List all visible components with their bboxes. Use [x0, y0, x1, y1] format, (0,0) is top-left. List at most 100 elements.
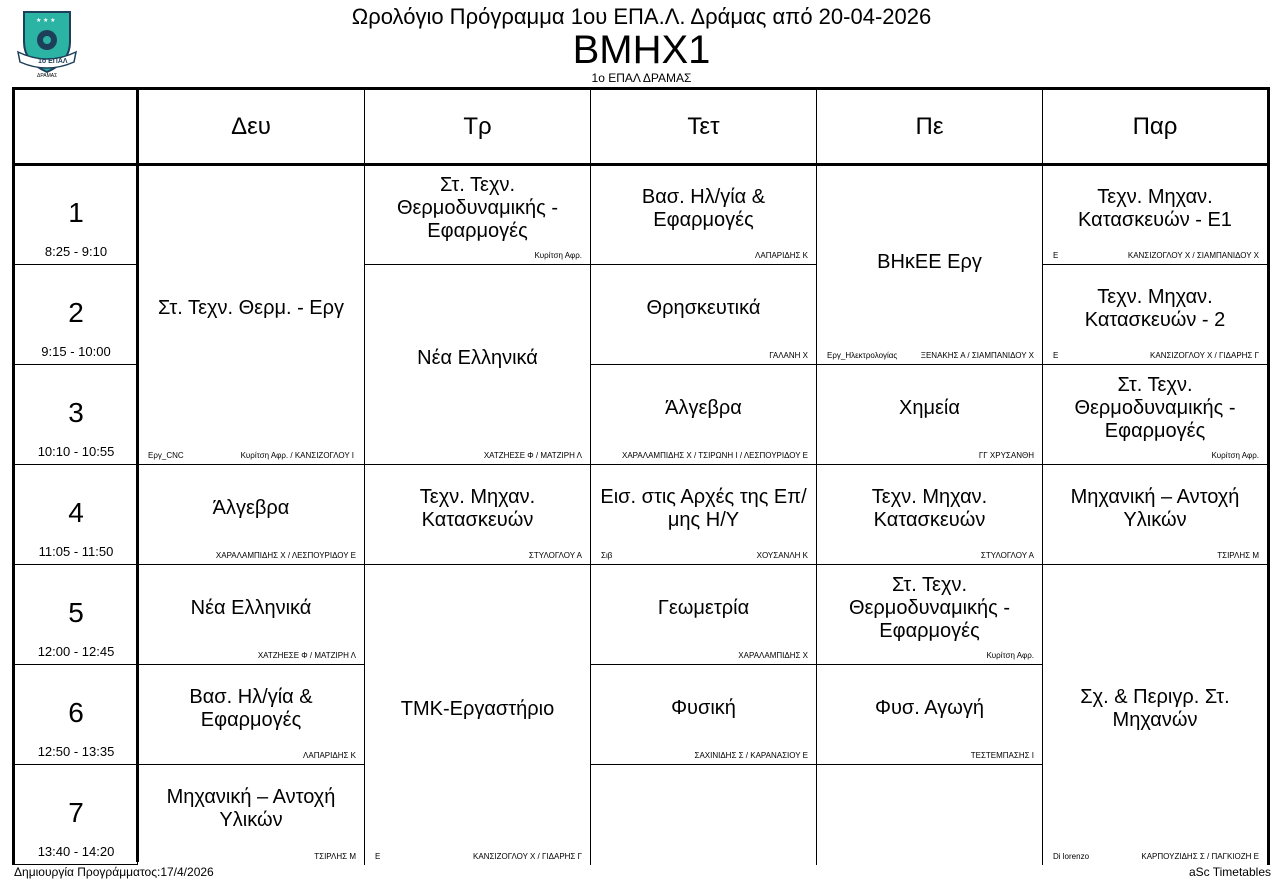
lesson-card[interactable]: Άλγεβρα ΧΑΡΑΛΑΜΠΙΔΗΣ Χ / ΛΕΣΠΟΥΡΙΔΟΥ Ε — [138, 465, 365, 565]
lesson-subject: Άλγεβρα — [212, 497, 290, 519]
lesson-room: Ε — [375, 852, 381, 861]
lesson-teacher: ΓΑΛΑΝΗ Χ — [769, 351, 808, 360]
lesson-room: Εργ_CNC — [148, 451, 184, 460]
lesson-subject: Βασ. Ηλ/γία & Εφαρμογές — [189, 685, 313, 731]
corner-cell — [15, 90, 138, 165]
period-number: 7 — [68, 797, 84, 828]
lesson-card[interactable]: Τεχν. Μηχαν. Κατασκευών ΣΤΥΛΟΓΛΟΥ Α — [365, 465, 591, 565]
lesson-card[interactable]: Μηχανική – Αντοχή Υλικών ΤΣΙΡΛΗΣ Μ — [138, 765, 365, 865]
period-cell: 1 8:25 - 9:10 — [15, 165, 138, 265]
lesson-card[interactable]: Άλγεβρα ΧΑΡΑΛΑΜΠΙΔΗΣ Χ / ΤΣΙΡΩΝΗ Ι / ΛΕΣΠ… — [591, 365, 817, 465]
day-header: Τετ — [591, 90, 817, 165]
day-header: Παρ — [1043, 90, 1267, 165]
lesson-teacher: ΧΑΤΖΗΕΣΕ Φ / ΜΑΤΖΙΡΗ Λ — [483, 451, 582, 460]
lesson-card[interactable]: Στ. Τεχν. Θερμοδυναμικής - Εφαρμογές Κυρί… — [365, 165, 591, 265]
lesson-card — [591, 765, 817, 865]
lesson-teacher: Κυρίτση Αφρ. — [534, 251, 582, 260]
svg-text:★ ★ ★: ★ ★ ★ — [36, 17, 55, 24]
lesson-teacher: Κυρίτση Αφρ. / ΚΑΝΣΙΖΟΓΛΟΥ Ι — [240, 451, 354, 460]
school-logo: ★ ★ ★ 1ο ΕΠΑΛ ΔΡΑΜΑΣ — [16, 11, 78, 78]
svg-text:ΔΡΑΜΑΣ: ΔΡΑΜΑΣ — [37, 73, 57, 78]
lesson-teacher: ΧΟΥΣΑΝΛΗ Κ — [756, 551, 808, 560]
header-divider-vertical — [136, 90, 139, 862]
lesson-teacher: ΚΑΝΣΙΖΟΓΛΟΥ Χ / ΓΙΔΑΡΗΣ Γ — [1150, 351, 1259, 360]
period-number: 3 — [68, 397, 84, 428]
lesson-card[interactable]: Νέα Ελληνικά ΧΑΤΖΗΕΣΕ Φ / ΜΑΤΖΙΡΗ Λ — [365, 265, 591, 465]
class-name: BMHX1 — [572, 28, 711, 72]
period-time: 11:05 - 11:50 — [38, 544, 114, 559]
lesson-subject: Μηχανική – Αντοχή Υλικών — [1070, 485, 1240, 531]
lesson-subject: Στ. Τεχν. Θερμοδυναμικής - Εφαρμογές — [396, 174, 559, 242]
period-time: 12:00 - 12:45 — [37, 644, 115, 659]
period-time: 10:10 - 10:55 — [37, 444, 115, 459]
lesson-subject: Φυσ. Αγωγή — [875, 697, 984, 719]
period-time: 8:25 - 9:10 — [44, 244, 108, 259]
lesson-subject: Άλγεβρα — [665, 397, 742, 419]
lesson-card[interactable]: Γεωμετρία ΧΑΡΑΛΑΜΠΙΔΗΣ Χ — [591, 565, 817, 665]
period-number: 2 — [68, 297, 84, 328]
lesson-subject: Στ. Τεχν. Θερμ. - Εργ — [157, 297, 345, 319]
period-cell: 5 12:00 - 12:45 — [15, 565, 138, 665]
period-number: 5 — [68, 597, 84, 628]
lesson-subject: Τεχν. Μηχαν. Κατασκευών — [419, 485, 536, 531]
lesson-subject: Τεχν. Μηχαν. Κατασκευών — [871, 485, 988, 531]
lesson-subject: Βασ. Ηλ/γία & Εφαρμογές — [641, 185, 766, 231]
lesson-card[interactable]: ΤΜΚ-Εργαστήριο Ε ΚΑΝΣΙΖΟΓΛΟΥ Χ / ΓΙΔΑΡΗΣ Γ — [365, 565, 591, 865]
lesson-card[interactable]: Τεχν. Μηχαν. Κατασκευών - 2 Ε ΚΑΝΣΙΖΟΓΛΟΥ … — [1043, 265, 1267, 365]
lesson-room: Ε — [1053, 251, 1059, 260]
lesson-room: Ε — [1053, 351, 1059, 360]
lesson-subject — [821, 765, 1038, 853]
lesson-room: Εργ_Ηλεκτρολογίας — [827, 351, 898, 360]
lesson-teacher: ΚΑΝΣΙΖΟΓΛΟΥ Χ / ΣΙΑΜΠΑΝΙΔΟΥ Χ — [1127, 251, 1259, 260]
lesson-card[interactable]: Χημεία ΓΓ ΧΡΥΣΑΝΘΗ — [817, 365, 1043, 465]
period-number: 4 — [68, 497, 84, 528]
lesson-card[interactable]: Βασ. Ηλ/γία & Εφαρμογές ΛΑΠΑΡΙΔΗΣ Κ — [591, 165, 817, 265]
lesson-subject: ΒΗκΕΕ Εργ — [877, 251, 982, 273]
day-header: Τρ — [365, 90, 591, 165]
lesson-card[interactable]: Στ. Τεχν. Θερμοδυναμικής - Εφαρμογές Κυρί… — [817, 565, 1043, 665]
lesson-card[interactable]: Σχ. & Περιγρ. Στ. Μηχανών Di lorenzo ΚΑΡΠΟ… — [1043, 565, 1267, 865]
lesson-card[interactable]: Βασ. Ηλ/γία & Εφαρμογές ΛΑΠΑΡΙΔΗΣ Κ — [138, 665, 365, 765]
lesson-teacher: ΧΑΤΖΗΕΣΕ Φ / ΜΑΤΖΙΡΗ Λ — [257, 651, 356, 660]
period-number: 6 — [68, 697, 84, 728]
lesson-card[interactable]: Νέα Ελληνικά ΧΑΤΖΗΕΣΕ Φ / ΜΑΤΖΙΡΗ Λ — [138, 565, 365, 665]
lesson-card[interactable]: Στ. Τεχν. Θερμοδυναμικής - Εφαρμογές Κυρί… — [1043, 365, 1267, 465]
lesson-subject: Φυσική — [671, 697, 736, 719]
lesson-teacher: Κυρίτση Αφρ. — [986, 651, 1034, 660]
lesson-room: Σιβ — [601, 551, 613, 560]
lesson-teacher: ΤΣΙΡΛΗΣ Μ — [314, 852, 356, 861]
lesson-card[interactable]: Στ. Τεχν. Θερμ. - Εργ Εργ_CNC Κυρίτση Αφρ.… — [138, 165, 365, 465]
lesson-card[interactable]: Εισ. στις Αρχές της Επ/μης Η/Υ Σιβ ΧΟΥΣΑΝΛ… — [591, 465, 817, 565]
lesson-teacher: ΧΑΡΑΛΑΜΠΙΔΗΣ Χ — [738, 651, 808, 660]
lesson-teacher: ΤΕΣΤΕΜΠΑΣΗΣ Ι — [970, 751, 1034, 760]
lesson-teacher: ΧΑΡΑΛΑΜΠΙΔΗΣ Χ / ΛΕΣΠΟΥΡΙΔΟΥ Ε — [215, 551, 356, 560]
period-time: 13:40 - 14:20 — [37, 844, 115, 859]
lesson-subject: Στ. Τεχν. Θερμοδυναμικής - Εφαρμογές — [848, 574, 1011, 642]
lesson-room: Di lorenzo — [1053, 852, 1090, 861]
lesson-teacher: ΚΑΝΣΙΖΟΓΛΟΥ Χ / ΓΙΔΑΡΗΣ Γ — [473, 852, 582, 861]
lesson-card[interactable]: Φυσική ΣΑΧΙΝΙΔΗΣ Σ / ΚΑΡΑΝΑΣΙΟΥ Ε — [591, 665, 817, 765]
lesson-subject: Μηχανική – Αντοχή Υλικών — [166, 786, 336, 831]
svg-text:1ο ΕΠΑΛ: 1ο ΕΠΑΛ — [38, 58, 68, 65]
lesson-card[interactable]: ΒΗκΕΕ Εργ Εργ_Ηλεκτρολογίας ΞΕΝΑΚΗΣ Α / ΣΙ… — [817, 165, 1043, 365]
lesson-teacher: ΛΑΠΑΡΙΔΗΣ Κ — [303, 751, 356, 760]
lesson-teacher: ΣΤΥΛΟΓΛΟΥ Α — [980, 551, 1034, 560]
lesson-card[interactable]: Τεχν. Μηχαν. Κατασκευών - Ε1 Ε ΚΑΝΣΙΖΟΓΛΟΥ… — [1043, 165, 1267, 265]
lesson-subject — [595, 765, 812, 853]
lesson-subject: Νέα Ελληνικά — [190, 597, 312, 619]
period-cell: 3 10:10 - 10:55 — [15, 365, 138, 465]
day-header: Πε — [817, 90, 1043, 165]
generator-credit: aSc Timetables — [1188, 865, 1271, 879]
lesson-subject: Γεωμετρία — [657, 597, 750, 619]
lesson-card[interactable]: Θρησκευτικά ΓΑΛΑΝΗ Χ — [591, 265, 817, 365]
lesson-card[interactable]: Φυσ. Αγωγή ΤΕΣΤΕΜΠΑΣΗΣ Ι — [817, 665, 1043, 765]
lesson-card[interactable]: Τεχν. Μηχαν. Κατασκευών ΣΤΥΛΟΓΛΟΥ Α — [817, 465, 1043, 565]
timetable-grid: Δευ Τρ Τετ Πε Παρ 1 8:25 - 9:10 2 9:15 - 10:00 3 1… — [12, 87, 1270, 865]
lesson-teacher: Κυρίτση Αφρ. — [1211, 451, 1259, 460]
created-date: Δημιουργία Προγράμματος:17/4/2026 — [14, 865, 214, 879]
lesson-teacher: ΣΤΥΛΟΓΛΟΥ Α — [528, 551, 582, 560]
lesson-card[interactable]: Μηχανική – Αντοχή Υλικών ΤΣΙΡΛΗΣ Μ — [1043, 465, 1267, 565]
lesson-subject: Στ. Τεχν. Θερμοδυναμικής - Εφαρμογές — [1074, 374, 1236, 442]
period-time: 9:15 - 10:00 — [41, 344, 111, 359]
lesson-subject: Νέα Ελληνικά — [417, 347, 538, 369]
